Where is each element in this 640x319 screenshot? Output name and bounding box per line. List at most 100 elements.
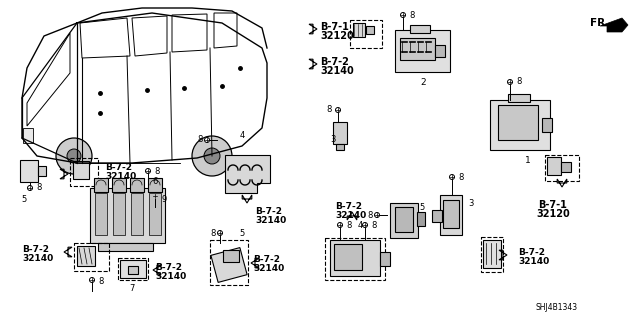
Text: 9: 9 — [161, 196, 166, 204]
Text: B-7-2: B-7-2 — [335, 202, 362, 211]
Bar — [380, 252, 390, 266]
Text: B-7-2: B-7-2 — [253, 255, 280, 264]
Bar — [483, 240, 501, 268]
Text: B-7-2: B-7-2 — [320, 57, 349, 67]
Bar — [490, 100, 550, 150]
Bar — [210, 240, 248, 285]
Circle shape — [335, 108, 340, 113]
Bar — [20, 160, 38, 182]
Text: B-7-2: B-7-2 — [255, 207, 282, 216]
Bar — [325, 238, 385, 280]
Bar — [336, 144, 344, 150]
Bar — [90, 188, 165, 243]
Circle shape — [449, 174, 454, 180]
Bar — [70, 158, 98, 186]
Circle shape — [204, 148, 220, 164]
Text: FR.: FR. — [590, 18, 609, 28]
Text: SHJ4B1343: SHJ4B1343 — [535, 303, 577, 313]
Bar — [113, 193, 125, 235]
Text: 1: 1 — [525, 156, 531, 165]
Bar — [333, 122, 347, 144]
Text: 4: 4 — [358, 220, 364, 229]
Circle shape — [205, 137, 209, 143]
Circle shape — [28, 186, 33, 190]
Text: 8: 8 — [516, 78, 522, 86]
Text: 8: 8 — [371, 220, 376, 229]
Text: 8: 8 — [36, 183, 42, 192]
Bar — [73, 161, 89, 179]
Bar — [74, 243, 109, 271]
Bar — [350, 20, 382, 48]
Text: 5: 5 — [239, 228, 244, 238]
Circle shape — [218, 231, 223, 235]
Text: B-7-1: B-7-1 — [539, 200, 568, 210]
Bar — [94, 178, 108, 192]
Bar — [149, 193, 161, 235]
Bar — [547, 157, 561, 175]
Polygon shape — [211, 248, 247, 282]
Text: 6: 6 — [152, 177, 157, 187]
Circle shape — [362, 222, 367, 227]
Text: B-7-2: B-7-2 — [22, 245, 49, 254]
Polygon shape — [225, 155, 270, 193]
Circle shape — [56, 138, 92, 174]
Bar — [330, 240, 380, 276]
Text: 32140: 32140 — [335, 211, 366, 220]
Bar — [390, 203, 418, 238]
Bar — [353, 23, 365, 37]
Text: 7: 7 — [129, 284, 134, 293]
Circle shape — [401, 12, 406, 18]
Bar — [77, 246, 95, 266]
Circle shape — [145, 168, 150, 174]
Text: 3: 3 — [468, 198, 474, 207]
Bar — [120, 260, 146, 278]
Bar — [366, 26, 374, 34]
Circle shape — [192, 136, 232, 176]
Text: 5: 5 — [419, 203, 424, 211]
Bar — [443, 200, 459, 228]
Text: 8: 8 — [154, 167, 159, 176]
Bar — [128, 266, 138, 274]
Bar — [98, 243, 153, 251]
Text: 32140: 32140 — [253, 264, 284, 273]
Text: 8: 8 — [210, 228, 216, 238]
Text: 32140: 32140 — [518, 257, 549, 266]
Bar — [481, 237, 503, 272]
Text: 8: 8 — [98, 277, 104, 286]
Text: 8: 8 — [409, 11, 414, 19]
Bar — [542, 118, 552, 132]
Text: B-7-2: B-7-2 — [155, 263, 182, 272]
Circle shape — [508, 79, 513, 85]
Text: 8: 8 — [197, 136, 202, 145]
Text: 32120: 32120 — [320, 31, 354, 41]
Bar — [148, 178, 162, 192]
Circle shape — [337, 222, 342, 227]
Bar — [545, 155, 579, 181]
Text: 8: 8 — [458, 173, 463, 182]
Bar — [118, 258, 148, 280]
Circle shape — [67, 149, 81, 163]
Bar — [23, 128, 33, 143]
Polygon shape — [600, 18, 628, 32]
Circle shape — [90, 278, 95, 283]
Text: B-7-2: B-7-2 — [105, 163, 132, 172]
Bar — [112, 178, 126, 192]
Bar — [38, 166, 46, 176]
Text: 32140: 32140 — [320, 66, 354, 76]
Text: 32120: 32120 — [536, 209, 570, 219]
Bar — [334, 244, 362, 270]
Text: 32140: 32140 — [22, 254, 53, 263]
Text: 8: 8 — [346, 220, 351, 229]
Bar — [410, 25, 430, 33]
Bar — [440, 195, 462, 235]
Text: 5: 5 — [21, 195, 27, 204]
Text: 2: 2 — [420, 78, 426, 87]
Text: 4: 4 — [240, 130, 245, 139]
Bar — [561, 162, 571, 172]
Bar — [435, 45, 445, 57]
Text: 32140: 32140 — [105, 172, 136, 181]
Bar — [417, 212, 425, 226]
Bar — [131, 193, 143, 235]
Text: 32140: 32140 — [255, 216, 286, 225]
Bar — [432, 210, 442, 222]
